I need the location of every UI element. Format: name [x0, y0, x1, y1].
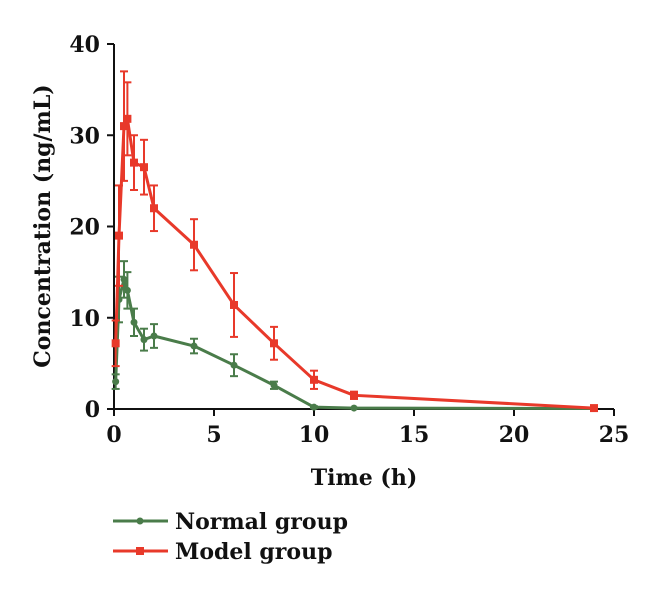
data-point [120, 122, 128, 131]
legend-label-normal: Normal group [175, 509, 348, 535]
series-model [111, 70, 598, 413]
data-point [120, 275, 128, 283]
y-tick-label: 20 [69, 215, 100, 241]
legend-marker-normal [136, 517, 144, 525]
data-point [150, 332, 158, 340]
legend-marker-model [136, 547, 144, 555]
data-point [230, 300, 238, 309]
data-point [590, 404, 598, 413]
legend-item-model: Model group [113, 539, 332, 565]
legend: Normal group Model group [113, 509, 348, 565]
x-tick-label: 20 [499, 422, 530, 448]
legend-label-model: Model group [175, 539, 332, 565]
data-point [123, 114, 132, 123]
x-tick-label: 25 [599, 422, 630, 448]
data-point [150, 204, 158, 213]
x-tick-label: 10 [299, 422, 330, 448]
data-point [310, 403, 318, 411]
data-point [190, 342, 198, 350]
ticks: 0 5 10 15 20 25 0 10 20 30 40 [69, 32, 629, 448]
y-tick-label: 10 [69, 306, 100, 332]
data-point [140, 336, 148, 344]
series-normal [111, 260, 598, 413]
axes [113, 44, 614, 410]
series-line [114, 277, 595, 411]
data-point [270, 381, 278, 389]
x-tick-label: 0 [106, 422, 121, 448]
data-point [115, 231, 123, 240]
series-layer [111, 70, 598, 413]
y-tick-label: 40 [69, 32, 100, 58]
data-point [140, 163, 148, 172]
x-tick-label: 15 [399, 422, 430, 448]
y-axis-title: Concentration (ng/mL) [30, 84, 56, 367]
data-point [123, 286, 131, 294]
data-point [270, 339, 278, 348]
legend-item-normal: Normal group [113, 509, 348, 535]
data-point [130, 318, 138, 326]
data-point [230, 361, 238, 369]
data-point [111, 339, 120, 348]
y-tick-label: 30 [69, 123, 100, 149]
data-point [112, 378, 120, 386]
x-tick-label: 5 [206, 422, 221, 448]
data-point [350, 391, 358, 400]
data-point [310, 375, 318, 384]
data-point [190, 240, 198, 249]
data-point [350, 404, 358, 412]
y-tick-label: 0 [85, 397, 100, 423]
series-line [114, 117, 595, 410]
x-axis-title: Time (h) [311, 465, 417, 491]
data-point [130, 158, 138, 167]
